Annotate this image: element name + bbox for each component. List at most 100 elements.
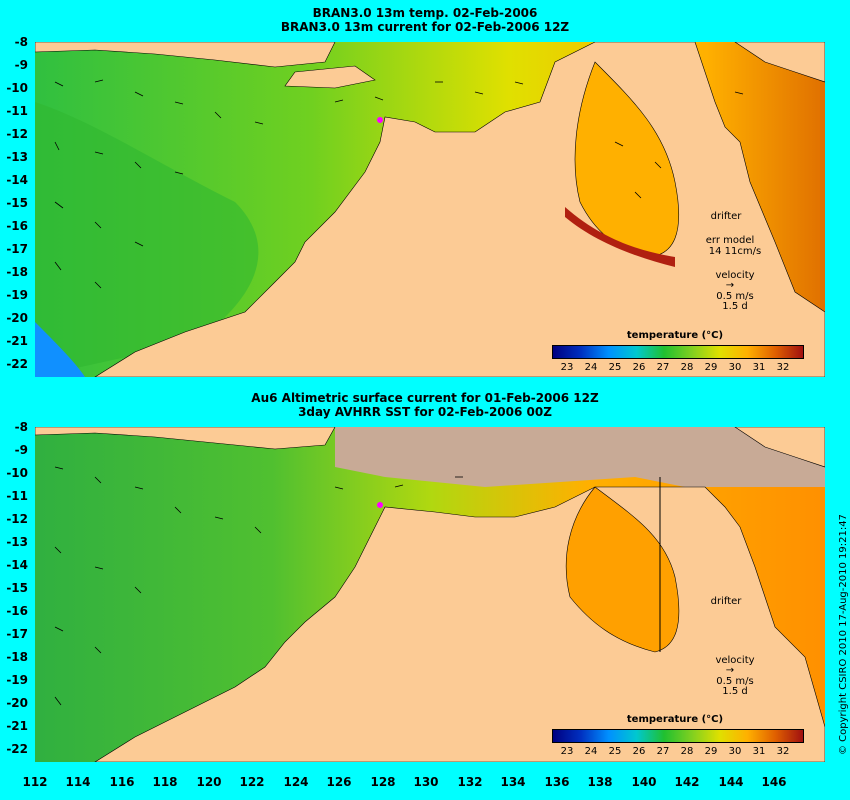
lon-label: 116 — [109, 775, 135, 789]
colorbar-tick: 31 — [752, 362, 766, 373]
colorbar-tick: 29 — [704, 362, 718, 373]
bottom-map-panel — [35, 427, 825, 762]
top-title-line1: BRAN3.0 13m temp. 02-Feb-2006 — [312, 6, 538, 20]
lon-label: 132 — [457, 775, 483, 789]
cloud-masked-region — [335, 427, 825, 487]
top-err-model-value: 14 11cm/s — [708, 246, 762, 257]
lon-label: 136 — [544, 775, 570, 789]
lon-label: 128 — [370, 775, 396, 789]
lat-label: -22 — [6, 742, 28, 756]
lon-label: 140 — [631, 775, 657, 789]
top-map-svg — [35, 42, 825, 377]
lon-label: 118 — [152, 775, 178, 789]
lat-label: -17 — [6, 242, 28, 256]
northern-islands — [35, 42, 336, 68]
warm-water-band — [565, 207, 675, 267]
colorbar-tick: 24 — [584, 746, 598, 757]
lon-label: 146 — [761, 775, 787, 789]
lon-label: 134 — [500, 775, 526, 789]
top-velocity-label: velocity — [715, 270, 755, 281]
lat-label: -8 — [14, 420, 28, 434]
lat-label: -16 — [6, 219, 28, 233]
lon-label: 120 — [196, 775, 222, 789]
colorbar-tick: 27 — [656, 746, 670, 757]
cool-water-region — [35, 102, 259, 377]
lat-label: -14 — [6, 173, 28, 187]
lon-label: 124 — [283, 775, 309, 789]
new-guinea — [734, 427, 825, 468]
lon-label: 112 — [22, 775, 48, 789]
top-map-panel — [35, 42, 825, 377]
colorbar-tick: 27 — [656, 362, 670, 373]
drifter-marker — [377, 117, 383, 123]
lat-label: -15 — [6, 196, 28, 210]
top-velocity-scale: 0.5 m/s — [716, 291, 754, 302]
bottom-velocity-arrow-icon: → — [725, 665, 735, 676]
colorbar-tick: 23 — [560, 746, 574, 757]
gulf-of-carpentaria — [565, 486, 680, 653]
colorbar-tick: 26 — [632, 362, 646, 373]
top-colorbar — [552, 345, 804, 359]
lat-label: -21 — [6, 719, 28, 733]
lat-label: -10 — [6, 466, 28, 480]
bottom-title-line1: Au6 Altimetric surface current for 01-Fe… — [251, 391, 599, 405]
colorbar-tick: 32 — [776, 746, 790, 757]
lat-label: -9 — [14, 58, 28, 72]
lat-label: -21 — [6, 334, 28, 348]
lat-label: -18 — [6, 650, 28, 664]
lon-label: 144 — [718, 775, 744, 789]
current-vectors — [54, 79, 744, 289]
colorbar-tick: 29 — [704, 746, 718, 757]
bottom-title-line2: 3day AVHRR SST for 02-Feb-2006 00Z — [298, 405, 552, 419]
drifter-marker — [377, 502, 383, 508]
lat-label: -20 — [6, 311, 28, 325]
bottom-velocity-time: 1.5 d — [722, 686, 748, 697]
lat-label: -8 — [14, 35, 28, 49]
colorbar-tick: 25 — [608, 362, 622, 373]
lat-label: -11 — [6, 104, 28, 118]
top-colorbar-title: temperature (°C) — [626, 330, 724, 341]
bottom-map-svg — [35, 427, 825, 762]
top-velocity-time: 1.5 d — [722, 301, 748, 312]
bottom-colorbar — [552, 729, 804, 743]
bottom-velocity-scale: 0.5 m/s — [716, 676, 754, 687]
colorbar-tick: 26 — [632, 746, 646, 757]
lat-label: -12 — [6, 512, 28, 526]
top-err-model-label: err model — [705, 235, 755, 246]
colorbar-tick: 23 — [560, 362, 574, 373]
lat-label: -14 — [6, 558, 28, 572]
colorbar-tick: 28 — [680, 362, 694, 373]
lat-label: -19 — [6, 288, 28, 302]
colorbar-tick: 30 — [728, 362, 742, 373]
bottom-velocity-label: velocity — [715, 655, 755, 666]
top-velocity-arrow-icon: → — [725, 280, 735, 291]
lat-label: -18 — [6, 265, 28, 279]
northern-islands — [35, 427, 336, 450]
bottom-colorbar-title: temperature (°C) — [626, 714, 724, 725]
lat-label: -12 — [6, 127, 28, 141]
colorbar-tick: 30 — [728, 746, 742, 757]
timor-island — [284, 65, 376, 89]
lon-label: 138 — [587, 775, 613, 789]
colorbar-tick: 24 — [584, 362, 598, 373]
lon-label: 130 — [413, 775, 439, 789]
colorbar-tick: 31 — [752, 746, 766, 757]
lat-label: -10 — [6, 81, 28, 95]
top-drifter-label: drifter — [710, 211, 742, 222]
lon-label: 142 — [674, 775, 700, 789]
top-title-line2: BRAN3.0 13m current for 02-Feb-2006 12Z — [280, 20, 570, 34]
lat-label: -16 — [6, 604, 28, 618]
copyright-text: © Copyright CSIRO 2010 17-Aug-2010 19:21… — [838, 514, 849, 755]
lat-label: -9 — [14, 443, 28, 457]
lat-label: -22 — [6, 357, 28, 371]
lon-label: 114 — [65, 775, 91, 789]
lon-label: 122 — [239, 775, 265, 789]
lon-label: 126 — [326, 775, 352, 789]
lat-label: -15 — [6, 581, 28, 595]
copyright-notice: © Copyright CSIRO 2010 17-Aug-2010 19:21… — [826, 505, 849, 755]
colorbar-tick: 32 — [776, 362, 790, 373]
lat-label: -13 — [6, 150, 28, 164]
new-guinea — [734, 42, 825, 83]
lat-label: -19 — [6, 673, 28, 687]
current-vectors — [54, 466, 463, 706]
